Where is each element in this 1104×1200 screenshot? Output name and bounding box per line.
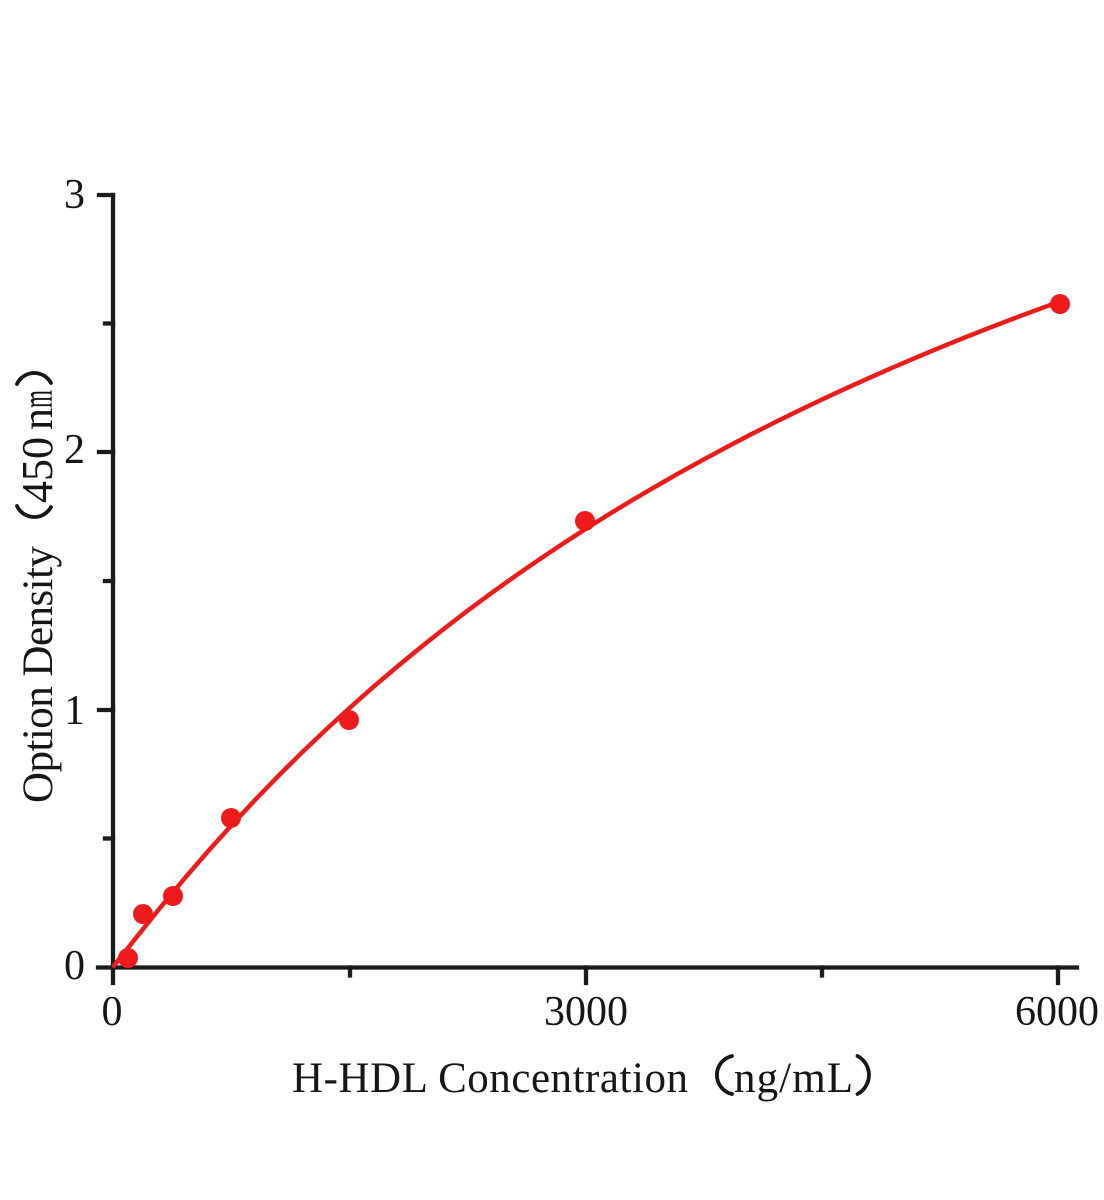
svg-text:Option Density: Option Density xyxy=(15,546,62,804)
svg-text:H-HDL Concentration: H-HDL Concentration xyxy=(292,1055,688,1102)
svg-text:1: 1 xyxy=(64,688,85,734)
svg-text:0: 0 xyxy=(64,943,85,989)
svg-text:0: 0 xyxy=(102,989,123,1035)
svg-text:6000: 6000 xyxy=(1015,989,1099,1035)
svg-text:ng/mL: ng/mL xyxy=(734,1055,853,1102)
svg-text:nm: nm xyxy=(13,390,62,430)
svg-text:3000: 3000 xyxy=(544,989,628,1035)
svg-text:2: 2 xyxy=(64,427,85,473)
svg-text:3: 3 xyxy=(64,172,85,218)
svg-text:450: 450 xyxy=(13,437,62,503)
